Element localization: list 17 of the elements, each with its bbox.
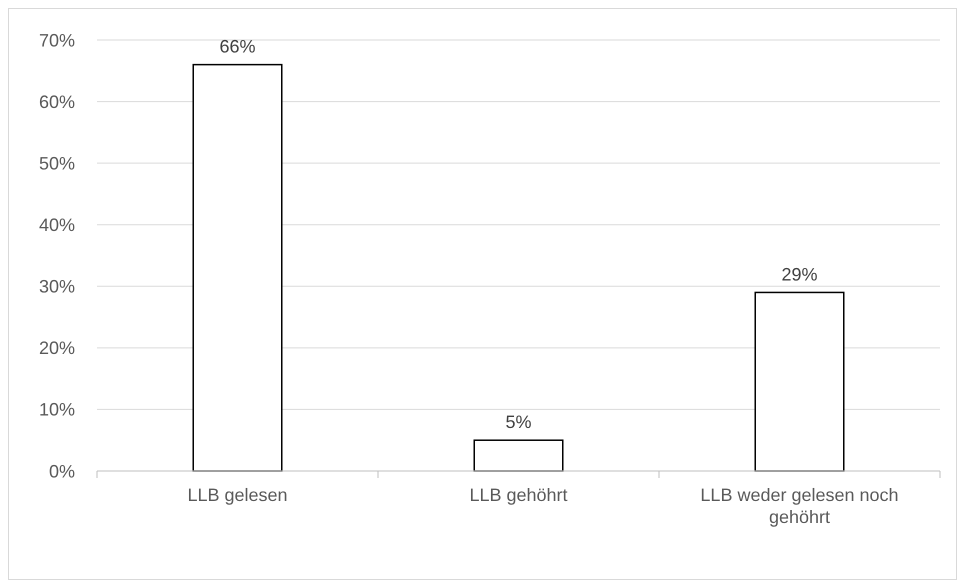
y-tick-label: 0% [48, 461, 75, 482]
y-tick-label: 70% [38, 30, 75, 50]
x-tick-label: LLB gelesen [187, 485, 288, 505]
data-label: 5% [505, 412, 532, 432]
x-tick-label: LLB weder gelesen noch gehöhrt [700, 485, 899, 527]
y-tick-label: 20% [38, 338, 75, 358]
y-tick-label: 60% [38, 92, 75, 112]
y-tick-label: 10% [38, 400, 75, 420]
y-tick-label: 40% [38, 215, 75, 236]
data-label: 29% [781, 264, 818, 284]
y-tick-label: 30% [38, 276, 75, 297]
bar [754, 292, 845, 472]
bar [192, 64, 283, 472]
x-tick-label: LLB gehöhrt [469, 485, 568, 505]
data-label: 66% [219, 36, 256, 57]
bar [473, 439, 564, 472]
y-tick-label: 50% [38, 153, 75, 174]
